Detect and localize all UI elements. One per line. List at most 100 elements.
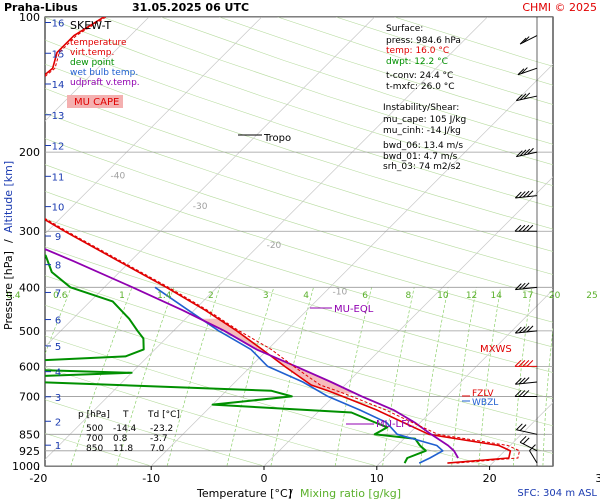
surface-stat-line: t-conv: 24.4 °C <box>386 71 453 81</box>
altitude-tick-label: 6 <box>55 316 61 327</box>
wind-barb-feather <box>526 224 534 232</box>
legend-item: dew point <box>70 58 115 68</box>
wind-barb-feather <box>522 36 530 43</box>
wind-barb-feather <box>514 191 522 199</box>
altitude-tick-label: 14 <box>52 80 65 91</box>
mixing-ratio-label: 0.4 <box>6 291 21 301</box>
pressure-tick-label: 400 <box>19 281 40 294</box>
wind-barb <box>529 444 538 464</box>
wind-barb-feather <box>515 423 523 431</box>
altitude-tick-label: 2 <box>55 417 61 428</box>
wind-barb <box>514 360 537 367</box>
wind-barb-feather <box>515 150 523 158</box>
isotherm-label: -10 <box>332 288 347 298</box>
wind-barb-feather <box>521 67 528 74</box>
fzl-label: FZLV <box>472 389 494 399</box>
wind-barb <box>514 282 538 291</box>
chart-title: SKEW-T <box>70 19 112 32</box>
level-table-header: T <box>122 410 129 420</box>
pressure-tick-label: 700 <box>19 390 40 403</box>
surface-stat-line: Surface: <box>386 24 423 34</box>
wind-barb <box>519 35 538 45</box>
cape-legend-label: MU CAPE <box>74 97 119 108</box>
wind-barb-feather <box>518 282 526 290</box>
pressure-tick-labels: 100 200 300 400 500 600 700 850 925 1000 <box>12 11 40 473</box>
x-axis-label-temperature: Temperature [°C] <box>196 487 292 500</box>
instability-stat-line: Instability/Shear: <box>383 103 459 113</box>
altitude-tick-label: 16 <box>52 19 65 30</box>
wind-barb-feather <box>522 377 530 384</box>
wind-barb-feather <box>519 149 527 157</box>
isotherm-line <box>45 17 375 348</box>
mixing-ratio-label: 17 <box>522 291 533 301</box>
wind-barb-feather <box>518 360 526 367</box>
x-axis-label-mixing: Mixing ratio [g/kg] <box>300 487 401 500</box>
level-table-cell: 700 <box>86 434 103 444</box>
wind-barb-feather <box>517 68 525 76</box>
wind-barb <box>515 92 538 102</box>
mixing-ratio-line <box>584 287 595 466</box>
y-axis-label-altitude: Altitude [km] <box>2 161 15 233</box>
mixing-ratio-label: 2 <box>208 291 214 301</box>
altitude-tick-label: 4 <box>55 368 61 379</box>
wind-barb-staff <box>515 195 538 199</box>
altitude-tick-label: 8 <box>55 261 61 272</box>
wind-barb <box>517 67 538 76</box>
y-axis-label-separator: / <box>2 239 15 243</box>
pressure-tick-label: 600 <box>19 360 40 373</box>
level-table-header: p [hPa] <box>78 410 110 420</box>
wind-barb-feather <box>522 282 530 290</box>
cape-legend-box <box>67 95 123 108</box>
wind-barb-feather <box>514 326 522 334</box>
mixing-ratio-label: 25 <box>586 291 597 301</box>
mixing-ratio-label: 3 <box>263 291 269 301</box>
wind-barb-feather <box>518 224 526 232</box>
pressure-tick-label: 500 <box>19 325 40 338</box>
legend-item: virt.temp. <box>70 48 114 58</box>
wind-barb-feather <box>519 37 527 45</box>
level-table-cell: 850 <box>86 444 103 454</box>
wind-barb-feather <box>522 224 530 232</box>
wind-barb <box>514 325 538 334</box>
altitude-tick-label: 11 <box>52 172 65 183</box>
series-udpraft-v-temp- <box>45 248 459 459</box>
surface-stat-line: t-mxfc: 26.0 °C <box>386 82 455 92</box>
dry-adiabat-line <box>45 218 553 373</box>
wind-barb <box>514 190 538 199</box>
altitude-tick-label: 7 <box>55 288 61 299</box>
level-table-cell: -14.4 <box>113 424 137 434</box>
mixing-ratio-label: 12 <box>466 291 477 301</box>
wind-barb-feather <box>518 191 526 198</box>
mu-eql-label: MU-EQL <box>334 304 374 315</box>
wind-barb-staff <box>519 441 538 452</box>
dry-adiabat-line <box>45 63 553 230</box>
wind-barb-feather <box>519 93 527 101</box>
isotherm-labels: -40 -30 -20 -10 <box>111 171 348 297</box>
mixing-ratio-label: 0.6 <box>53 291 68 301</box>
legend-item: udpraft v.temp. <box>70 78 140 88</box>
isotherm-line <box>45 17 150 122</box>
level-table-cell: -3.7 <box>150 434 168 444</box>
wind-barb-feather <box>529 444 536 452</box>
wind-barb-staff <box>516 429 538 435</box>
wind-barb-feather <box>522 325 530 333</box>
wind-barb <box>514 377 538 385</box>
pressure-tick-label: 1000 <box>12 460 40 473</box>
mixing-ratio-label: 8 <box>406 291 412 301</box>
wind-barb-feather <box>514 377 522 385</box>
wind-barb <box>515 423 538 435</box>
instability-stat-line: mu_cinh: -14 J/kg <box>383 126 461 136</box>
dry-adiabat-line <box>45 164 553 323</box>
series-temperature <box>45 17 512 464</box>
mixing-ratio-label: 10 <box>437 291 449 301</box>
wind-barb-staff <box>517 67 538 76</box>
wind-barb-feather <box>522 190 530 198</box>
altitude-tick-label: 9 <box>55 232 61 243</box>
mixing-ratio-label: 1 <box>119 291 125 301</box>
mixing-ratio-label: 4 <box>303 291 309 301</box>
altitude-tick-label: 5 <box>55 342 61 353</box>
dry-adiabat-line <box>45 88 553 252</box>
wind-barb-staff <box>515 286 538 291</box>
mu-lfc-label: MU-LFC <box>376 419 414 430</box>
